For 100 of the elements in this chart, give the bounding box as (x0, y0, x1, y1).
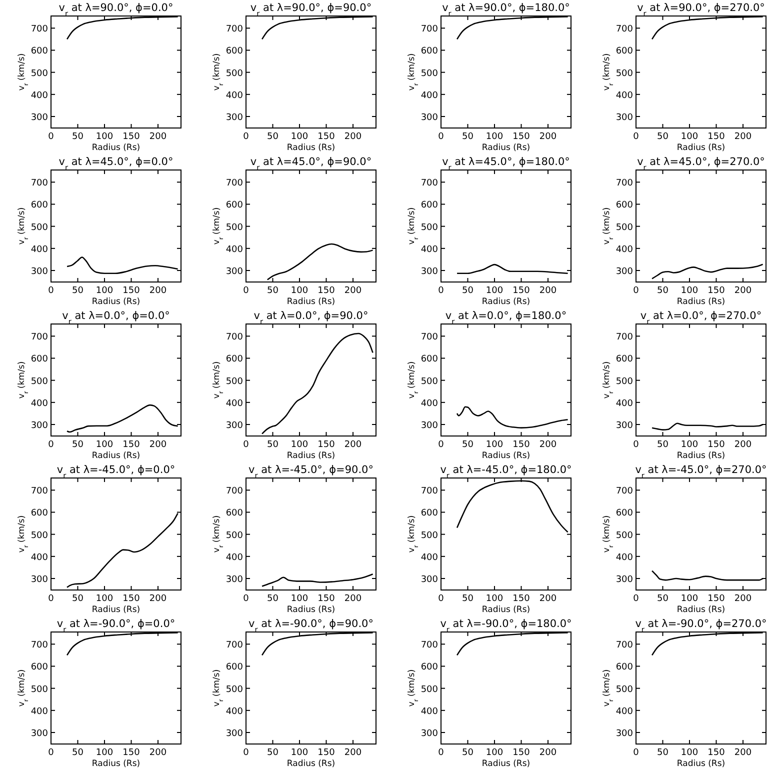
x-axis-title: Radius (Rs) (92, 451, 140, 461)
x-tick-label: 200 (149, 440, 167, 450)
x-tick-label: 0 (48, 594, 54, 604)
y-tick-label: 300 (616, 113, 634, 124)
x-tick-label: 100 (290, 440, 308, 450)
x-tick-label: 50 (657, 748, 669, 758)
x-tick-label: 0 (48, 440, 54, 450)
y-tick-label: 300 (30, 267, 48, 278)
x-tick-label: 50 (267, 748, 279, 758)
x-tick-label: 100 (96, 440, 114, 450)
y-tick-label: 600 (616, 662, 634, 673)
x-tick-label: 200 (344, 594, 362, 604)
x-tick-label: 50 (657, 594, 669, 604)
y-tick-label: 400 (616, 398, 634, 409)
x-tick-label: 100 (680, 440, 698, 450)
x-axis-title: Radius (Rs) (676, 605, 726, 615)
x-tick-label: 150 (122, 748, 140, 758)
x-tick-label: 200 (539, 594, 557, 604)
y-tick-label: 700 (30, 486, 48, 497)
x-tick-label: 0 (243, 594, 250, 604)
x-tick-label: 0 (48, 132, 54, 142)
y-tick-label: 500 (30, 530, 48, 541)
x-axis-title: Radius (Rs) (286, 605, 336, 615)
y-tick-label: 500 (226, 530, 244, 541)
x-tick-label: 150 (122, 286, 140, 296)
x-axis-title: Radius (Rs) (286, 143, 336, 153)
x-axis-title: Radius (Rs) (92, 605, 140, 615)
y-tick-label: 500 (420, 684, 438, 695)
x-tick-label: 150 (318, 132, 336, 142)
y-tick-label: 600 (30, 354, 48, 365)
y-tick-label: 700 (226, 24, 244, 35)
x-axis-title: Radius (Rs) (482, 143, 530, 153)
x-axis-title: Radius (Rs) (92, 143, 140, 153)
x-tick-label: 200 (149, 748, 167, 758)
y-tick-label: 300 (226, 575, 244, 586)
y-tick-label: 400 (30, 244, 48, 255)
x-tick-label: 100 (96, 594, 114, 604)
y-tick-label: 500 (420, 222, 438, 233)
x-axis-title: Radius (Rs) (676, 297, 726, 307)
y-tick-label: 400 (420, 244, 438, 255)
x-tick-label: 200 (344, 132, 362, 142)
x-tick-label: 100 (96, 286, 114, 296)
x-axis-title: Radius (Rs) (92, 297, 140, 307)
x-tick-label: 150 (512, 132, 530, 142)
x-tick-label: 0 (438, 286, 444, 296)
x-tick-label: 50 (462, 594, 474, 604)
x-tick-label: 150 (512, 748, 530, 758)
x-tick-label: 200 (734, 594, 752, 604)
x-axis-title: Radius (Rs) (286, 297, 336, 307)
y-tick-label: 400 (420, 398, 438, 409)
y-tick-label: 400 (30, 398, 48, 409)
x-axis-title: Radius (Rs) (676, 143, 726, 153)
y-tick-label: 600 (616, 508, 634, 519)
y-tick-label: 500 (30, 222, 48, 233)
y-tick-label: 400 (226, 244, 244, 255)
y-tick-label: 500 (616, 684, 634, 695)
x-tick-label: 200 (344, 286, 362, 296)
y-tick-label: 500 (420, 530, 438, 541)
y-tick-label: 500 (226, 376, 244, 387)
x-tick-label: 0 (438, 132, 444, 142)
x-tick-label: 100 (96, 748, 114, 758)
x-axis-title: Radius (Rs) (482, 451, 530, 461)
x-tick-label: 100 (680, 594, 698, 604)
x-tick-label: 150 (708, 594, 726, 604)
x-axis-title: Radius (Rs) (482, 759, 530, 768)
y-tick-label: 400 (226, 398, 244, 409)
y-tick-label: 500 (226, 68, 244, 79)
y-tick-label: 700 (30, 640, 48, 651)
x-tick-label: 0 (633, 440, 640, 450)
y-tick-label: 700 (30, 24, 48, 35)
y-tick-label: 700 (226, 178, 244, 189)
x-tick-label: 150 (318, 440, 336, 450)
y-tick-label: 400 (420, 552, 438, 563)
x-tick-label: 50 (72, 440, 84, 450)
x-tick-label: 50 (462, 132, 474, 142)
y-tick-label: 700 (420, 486, 438, 497)
x-tick-label: 100 (290, 748, 308, 758)
y-tick-label: 400 (616, 244, 634, 255)
y-tick-label: 600 (30, 508, 48, 519)
y-tick-label: 400 (30, 90, 48, 101)
line-series (651, 264, 764, 280)
y-tick-label: 300 (30, 421, 48, 432)
x-tick-label: 100 (486, 286, 504, 296)
y-tick-label: 300 (616, 729, 634, 740)
x-tick-label: 0 (633, 594, 640, 604)
x-tick-label: 100 (486, 440, 504, 450)
x-tick-label: 50 (267, 440, 279, 450)
x-tick-label: 50 (72, 594, 84, 604)
y-tick-label: 500 (616, 222, 634, 233)
x-tick-label: 150 (512, 594, 530, 604)
x-tick-label: 200 (734, 286, 752, 296)
y-tick-label: 300 (616, 267, 634, 278)
y-tick-label: 600 (420, 662, 438, 673)
y-tick-label: 500 (30, 376, 48, 387)
x-axis-title: Radius (Rs) (482, 297, 530, 307)
x-tick-label: 50 (462, 748, 474, 758)
x-tick-label: 150 (318, 286, 336, 296)
x-tick-label: 200 (734, 440, 752, 450)
x-tick-label: 200 (149, 286, 167, 296)
y-tick-label: 300 (30, 113, 48, 124)
